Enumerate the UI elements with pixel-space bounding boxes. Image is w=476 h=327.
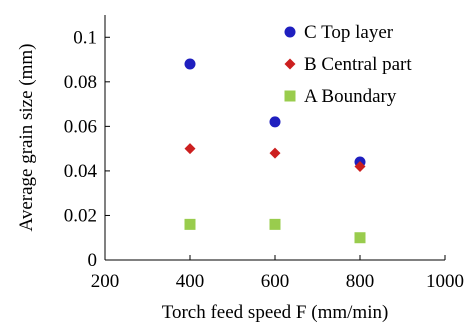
data-point-square xyxy=(354,232,366,244)
x-tick-label: 800 xyxy=(346,271,375,292)
legend-marker-diamond xyxy=(284,58,296,70)
x-tick-label: 600 xyxy=(261,271,290,292)
plot-area: 0 0.02 0.04 0.06 0.08 0.1 200 400 600 800 1000 Torc… xyxy=(16,15,464,323)
y-tick-label: 0.02 xyxy=(64,205,97,226)
x-axis-title: Torch feed speed F (mm/min) xyxy=(162,302,389,323)
legend-label: C Top layer xyxy=(304,22,394,43)
legend-label: A Boundary xyxy=(304,86,397,107)
data-point-diamond xyxy=(269,147,281,159)
y-tick-label: 0.08 xyxy=(64,72,97,93)
legend-marker-circle xyxy=(284,26,296,38)
y-tick-label: 0.1 xyxy=(73,27,97,48)
y-tick-label: 0.04 xyxy=(64,161,98,182)
x-tick-label: 200 xyxy=(91,271,120,292)
data-point-circle xyxy=(184,58,196,70)
data-point-square xyxy=(184,218,196,230)
legend-marker-square xyxy=(284,90,296,102)
data-point-circle xyxy=(269,116,281,128)
legend-label: B Central part xyxy=(304,54,412,75)
y-tick-label: 0.06 xyxy=(64,116,97,137)
x-tick-label: 400 xyxy=(176,271,205,292)
data-point-square xyxy=(269,218,281,230)
data-point-diamond xyxy=(354,160,366,172)
y-tick-label: 0 xyxy=(88,250,98,271)
y-axis-title: Average grain size (mm) xyxy=(16,44,37,232)
data-point-diamond xyxy=(184,143,196,155)
x-tick-label: 1000 xyxy=(426,271,464,292)
